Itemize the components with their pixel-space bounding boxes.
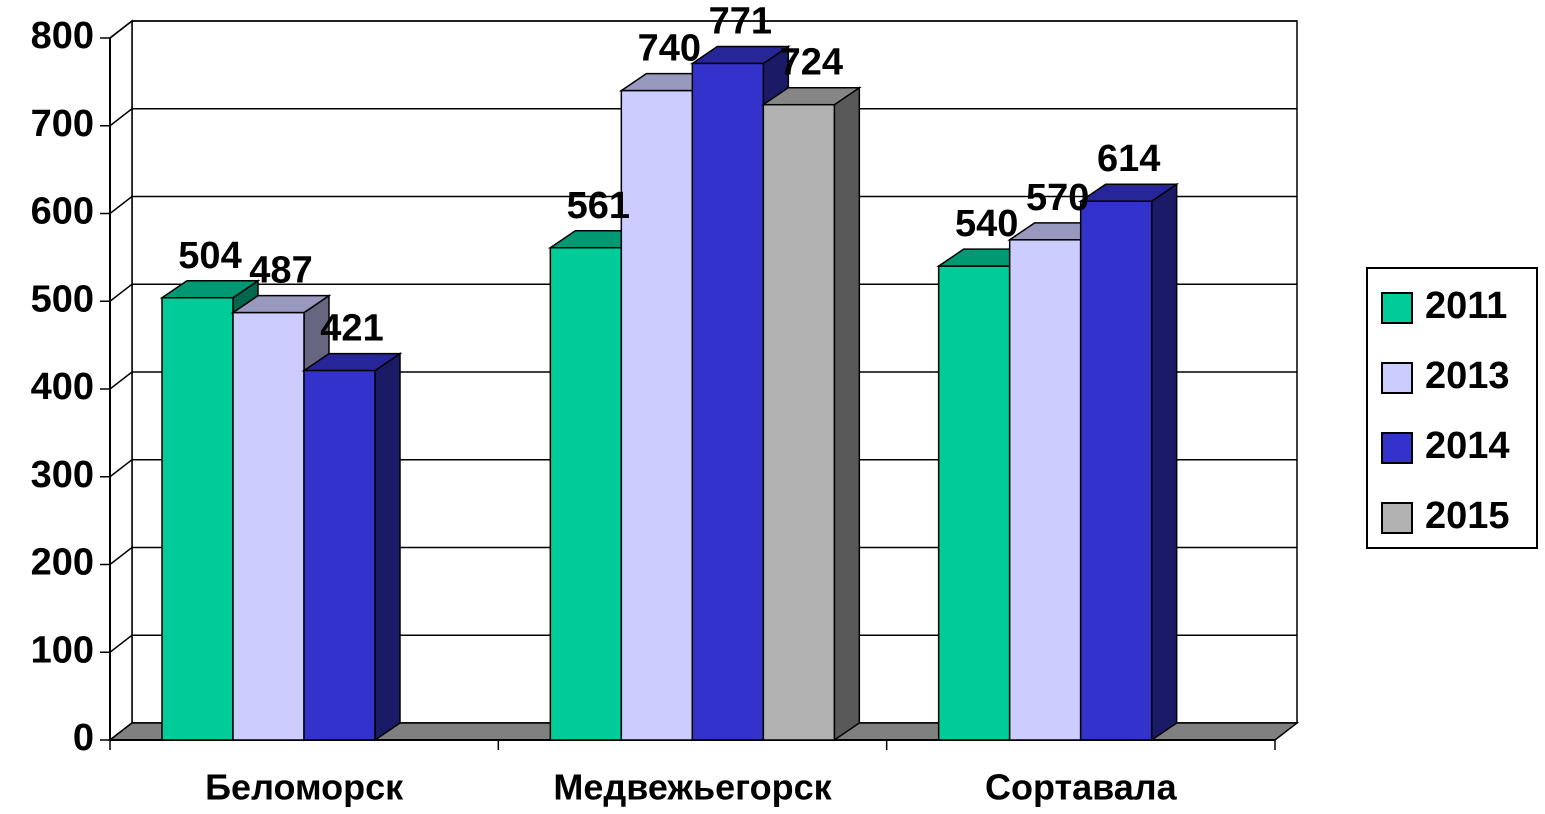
value-label: 540	[955, 203, 1018, 245]
grid-line	[109, 108, 1297, 127]
x-tick-label: Медвежьегорск	[553, 767, 832, 808]
bar	[232, 311, 305, 741]
legend-label: 2015	[1425, 495, 1510, 537]
value-label: 724	[780, 42, 843, 84]
y-tick-label: 700	[31, 103, 94, 145]
bar	[161, 296, 234, 741]
bar	[762, 103, 836, 741]
value-label: 421	[320, 308, 383, 350]
value-label: 570	[1026, 177, 1089, 219]
legend-swatch	[1381, 432, 1413, 464]
x-tick-label: Сортавала	[985, 767, 1178, 808]
bar-side	[374, 352, 401, 742]
y-tick-label: 500	[31, 278, 94, 320]
y-tick-label: 800	[31, 15, 94, 57]
value-label: 771	[709, 0, 772, 42]
legend-swatch	[1381, 362, 1413, 394]
bar	[303, 369, 376, 741]
bar	[1079, 200, 1153, 741]
grid-line	[109, 546, 1297, 566]
value-label: 487	[249, 250, 312, 292]
y-tick-label: 400	[31, 366, 94, 408]
legend-label: 2011	[1425, 285, 1507, 327]
legend-swatch	[1381, 292, 1413, 324]
y-tick-label: 0	[73, 717, 94, 759]
bar	[1008, 239, 1082, 741]
bar	[549, 246, 623, 741]
value-label: 740	[638, 28, 701, 70]
bar	[620, 89, 694, 741]
grid-line	[109, 20, 1297, 39]
value-label: 614	[1097, 138, 1160, 180]
x-tick-label: Беломорск	[205, 767, 404, 808]
y-tick-label: 300	[31, 454, 94, 496]
grid-line	[109, 459, 1297, 478]
bar	[937, 265, 1011, 741]
grid-line	[109, 195, 1297, 215]
value-label: 504	[178, 235, 241, 277]
legend-swatch	[1381, 502, 1413, 534]
grid-line	[109, 371, 1297, 390]
grid-line	[109, 283, 1297, 302]
legend-label: 2013	[1425, 355, 1510, 397]
y-tick-label: 600	[31, 191, 94, 233]
y-tick-label: 200	[31, 542, 94, 584]
legend-label: 2014	[1425, 425, 1510, 467]
bar	[691, 62, 765, 741]
bar-side	[833, 86, 861, 742]
value-label: 561	[567, 185, 630, 227]
grid-line	[109, 634, 1297, 653]
bar-side	[1150, 182, 1178, 742]
y-tick-label: 100	[31, 629, 94, 671]
